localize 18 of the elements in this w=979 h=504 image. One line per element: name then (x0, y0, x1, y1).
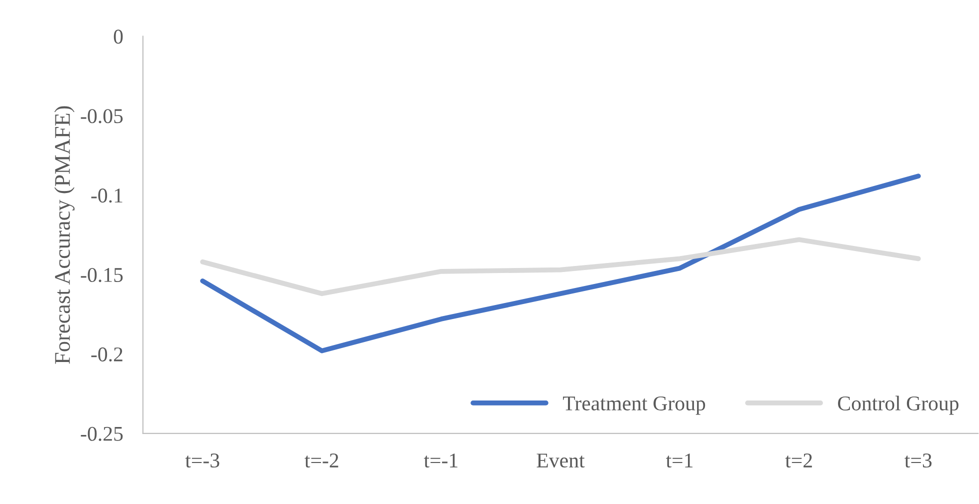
y-tick-label: 0 (114, 30, 123, 44)
y-tick-label: -0.25 (80, 426, 123, 441)
line-series (200, 174, 921, 354)
y-tick-label: -0.1 (91, 188, 122, 203)
x-tick-label: t=1 (666, 454, 693, 468)
y-tick-label: -0.2 (91, 347, 122, 362)
line-series (200, 237, 921, 296)
y-axis-title: Forecast Accuracy (PMAFE) (54, 106, 75, 364)
x-tick-label: t=-2 (304, 454, 338, 468)
y-tick-label: -0.05 (80, 109, 123, 124)
y-tick-label: -0.15 (80, 268, 123, 282)
x-tick-label: t=-3 (185, 454, 220, 468)
x-tick-label: Event (536, 454, 585, 468)
legend-label: Treatment Group (562, 396, 706, 415)
x-tick-label: t=2 (785, 454, 812, 468)
x-tick-label: t=3 (904, 454, 932, 468)
x-tick-label: t=-1 (424, 454, 458, 468)
legend-label: Control Group (838, 396, 958, 415)
